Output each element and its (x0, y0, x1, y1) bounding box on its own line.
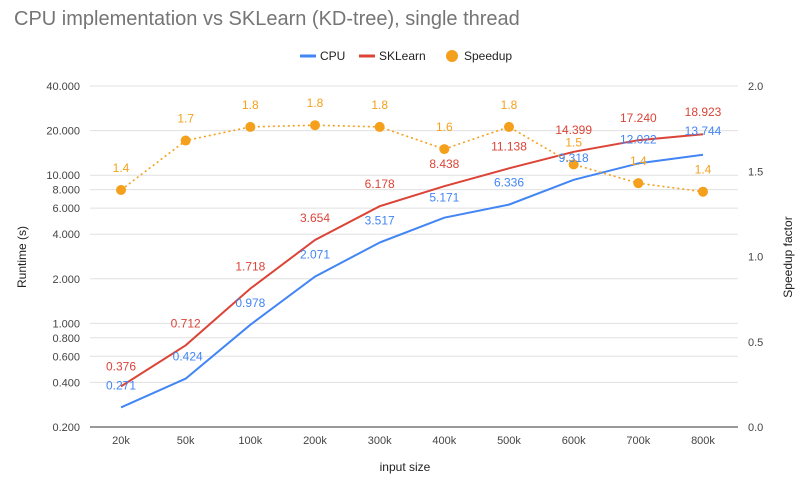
speedup-data-label: 1.4 (630, 154, 647, 168)
cpu-data-label: 3.517 (365, 213, 395, 227)
cpu-data-label: 0.271 (106, 378, 136, 392)
y-tick-label: 8.000 (52, 185, 80, 197)
x-axis-title: input size (380, 460, 431, 474)
y-tick-label: 6.000 (52, 203, 80, 215)
speedup-point (439, 144, 450, 155)
gridlines (90, 85, 738, 428)
speedup-data-label: 1.8 (501, 98, 518, 112)
x-tick-label: 800k (691, 435, 715, 447)
data-labels: 0.271 0.424 0.978 2.071 3.517 5.171 6.336 9.318… (106, 96, 722, 392)
axes: 0.200 0.400 0.600 0.800 1.000 2.000 4.000 6.000… (46, 81, 763, 447)
y-tick-label: 40.000 (46, 81, 80, 93)
speedup-legend-marker (446, 50, 458, 62)
speedup-data-label: 1.8 (307, 96, 324, 110)
x-tick-label: 300k (368, 435, 392, 447)
x-tick-label: 600k (562, 435, 586, 447)
speedup-point (180, 135, 191, 146)
speedup-data-label: 1.8 (242, 98, 259, 112)
x-tick-label: 500k (497, 435, 521, 447)
y2-tick-label: 1.5 (748, 166, 763, 178)
speedup-point (116, 185, 126, 196)
cpu-data-label: 13.744 (685, 124, 722, 138)
sklearn-legend-label: SKLearn (379, 49, 426, 63)
cpu-series-line (120, 153, 704, 409)
sklearn-data-label: 6.178 (365, 177, 395, 191)
cpu-legend-label: CPU (320, 49, 345, 63)
sklearn-series-line (120, 133, 704, 388)
y-tick-label: 0.600 (52, 351, 80, 363)
y-tick-label: 0.800 (52, 333, 80, 345)
y2-axis-title: Speedup factor (781, 216, 795, 297)
x-tick-label: 20k (112, 435, 130, 447)
speedup-point (374, 121, 385, 132)
y2-tick-label: 1.0 (748, 252, 763, 264)
speedup-data-label: 1.8 (371, 98, 388, 112)
sklearn-data-label: 18.923 (685, 105, 722, 119)
y2-tick-label: 0.0 (748, 422, 763, 434)
y-tick-label: 0.200 (52, 422, 80, 434)
y2-tick-label: 0.5 (748, 337, 763, 349)
sklearn-data-label: 11.138 (491, 139, 527, 153)
speedup-series-line (120, 124, 704, 193)
x-tick-label: 200k (303, 435, 327, 447)
speedup-point (310, 120, 320, 131)
speedup-data-label: 1.6 (436, 120, 453, 134)
sklearn-data-label: 14.399 (555, 123, 592, 137)
sklearn-data-label: 17.240 (620, 111, 657, 125)
cpu-data-label: 5.171 (429, 191, 459, 205)
y2-tick-label: 2.0 (748, 81, 763, 93)
speedup-data-label: 1.4 (695, 163, 712, 177)
legend: CPU SKLearn Speedup (300, 49, 512, 63)
x-tick-label: 50k (177, 435, 195, 447)
speedup-point (245, 121, 256, 132)
sklearn-data-label: 8.438 (429, 157, 459, 171)
y-tick-label: 4.000 (52, 229, 80, 241)
speedup-data-label: 1.5 (565, 135, 582, 149)
x-tick-label: 700k (626, 435, 650, 447)
cpu-data-label: 12.022 (620, 132, 657, 146)
cpu-data-label: 6.336 (494, 176, 524, 190)
y-tick-label: 20.000 (46, 126, 80, 138)
speedup-data-label: 1.4 (113, 161, 130, 175)
speedup-point (633, 178, 644, 189)
y-tick-label: 2.000 (52, 274, 80, 286)
y-tick-label: 1.000 (52, 318, 80, 330)
sklearn-data-label: 0.376 (106, 359, 136, 373)
speedup-legend-label: Speedup (464, 49, 512, 63)
y-axis-title: Runtime (s) (15, 226, 29, 288)
speedup-point (568, 159, 579, 170)
x-tick-label: 400k (432, 435, 456, 447)
y-tick-label: 0.400 (52, 377, 80, 389)
chart-title: CPU implementation vs SKLearn (KD-tree),… (14, 8, 520, 30)
series (116, 120, 708, 409)
cpu-data-label: 9.318 (559, 151, 589, 165)
cpu-data-label: 2.071 (300, 248, 330, 262)
sklearn-data-label: 0.712 (171, 316, 201, 330)
cpu-data-label: 0.978 (235, 296, 265, 310)
cpu-data-label: 0.424 (173, 350, 203, 364)
sklearn-data-label: 1.718 (235, 260, 265, 274)
x-tick-label: 100k (238, 435, 262, 447)
y-tick-label: 10.000 (46, 170, 80, 182)
speedup-data-label: 1.7 (177, 112, 194, 126)
speedup-point (504, 121, 514, 132)
speedup-point (698, 186, 708, 197)
sklearn-data-label: 3.654 (300, 211, 330, 225)
